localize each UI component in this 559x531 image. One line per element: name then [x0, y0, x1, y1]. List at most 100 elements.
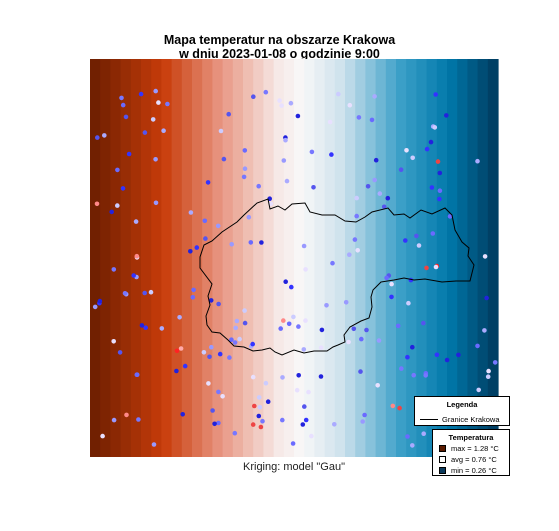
station-point — [377, 191, 383, 196]
station-point — [210, 408, 215, 413]
station-point — [395, 323, 401, 329]
station-point — [356, 115, 362, 120]
station-point — [482, 328, 487, 333]
station-point — [182, 363, 188, 369]
station-point — [437, 196, 442, 202]
station-point — [207, 354, 212, 360]
station-point — [456, 352, 461, 358]
surface-band — [110, 59, 122, 457]
station-point — [251, 94, 256, 99]
station-point — [355, 248, 361, 253]
station-point — [142, 130, 148, 135]
surface-band — [416, 59, 428, 457]
station-point — [295, 113, 301, 119]
station-point — [131, 273, 136, 278]
surface-band — [426, 59, 438, 457]
kriging-model-caption: Kriging: model "Gau" — [243, 461, 345, 473]
surface-band — [375, 59, 387, 457]
station-point — [188, 249, 193, 254]
station-point — [278, 326, 284, 331]
station-point — [302, 404, 307, 409]
station-point — [227, 355, 232, 360]
surface-band — [263, 59, 275, 457]
station-point — [376, 338, 382, 343]
surface-band — [467, 59, 479, 457]
station-point — [124, 412, 129, 418]
surface-band — [202, 59, 213, 457]
station-point — [347, 252, 352, 257]
station-point — [237, 336, 242, 342]
station-point — [416, 243, 422, 248]
station-point — [281, 318, 286, 323]
station-point — [447, 214, 453, 219]
surface-band — [447, 59, 458, 457]
station-point — [444, 113, 449, 118]
station-point — [389, 281, 394, 287]
station-point — [347, 102, 353, 108]
station-point — [217, 351, 223, 357]
station-point — [161, 128, 166, 133]
surface-band — [283, 59, 295, 457]
station-point — [336, 91, 341, 97]
surface-band — [141, 59, 152, 457]
legend-title: Legenda — [446, 400, 478, 409]
avg-label: avg = 0.76 °C — [451, 455, 497, 464]
legend-item-label: Granice Krakowa — [442, 415, 500, 424]
station-point — [212, 421, 217, 427]
station-points — [92, 88, 498, 448]
station-point — [122, 291, 128, 296]
station-point — [484, 295, 489, 301]
station-point — [360, 419, 366, 424]
surface-band — [192, 59, 203, 457]
boundary-legend: Legenda Granice Krakowa — [414, 396, 510, 426]
station-point — [256, 395, 262, 400]
station-point — [202, 218, 208, 224]
surface-band — [436, 59, 448, 457]
station-point — [263, 89, 269, 95]
station-point — [324, 303, 329, 308]
surface-band — [161, 59, 173, 457]
title-line-1: Mapa temperatur na obszarze Krakowa — [163, 33, 396, 47]
surface-band — [355, 59, 366, 457]
station-point — [482, 254, 488, 259]
temperature-surface — [90, 59, 499, 457]
station-point — [280, 375, 285, 380]
station-point — [421, 431, 427, 437]
station-point — [433, 264, 439, 270]
station-point — [94, 201, 100, 207]
station-point — [216, 389, 221, 395]
station-point — [403, 238, 408, 243]
station-point — [174, 348, 180, 354]
station-point — [277, 98, 282, 103]
station-point — [485, 374, 491, 380]
station-point — [288, 100, 294, 106]
station-point — [354, 195, 360, 201]
station-point — [203, 236, 208, 241]
station-point — [215, 223, 221, 229]
station-point — [232, 430, 238, 436]
surface-band — [314, 59, 326, 457]
surface-band — [243, 59, 254, 457]
station-point — [406, 300, 411, 306]
station-point — [492, 360, 498, 365]
station-point — [143, 325, 148, 331]
station-point — [389, 294, 394, 300]
temperature-legend-min: min = 0.26 °C — [433, 466, 509, 475]
station-point — [475, 158, 480, 164]
min-label: min = 0.26 °C — [451, 466, 497, 475]
station-point — [475, 343, 480, 349]
station-point — [159, 326, 165, 331]
station-point — [286, 321, 292, 327]
station-point — [115, 167, 120, 173]
station-point — [177, 315, 182, 320]
station-point — [289, 284, 294, 290]
station-point — [301, 347, 307, 352]
station-point — [372, 177, 378, 183]
station-point — [283, 137, 288, 143]
station-point — [437, 188, 443, 193]
station-point — [117, 350, 123, 355]
station-point — [233, 325, 238, 331]
station-point — [290, 441, 296, 446]
station-point — [134, 372, 140, 378]
station-point — [260, 418, 265, 424]
